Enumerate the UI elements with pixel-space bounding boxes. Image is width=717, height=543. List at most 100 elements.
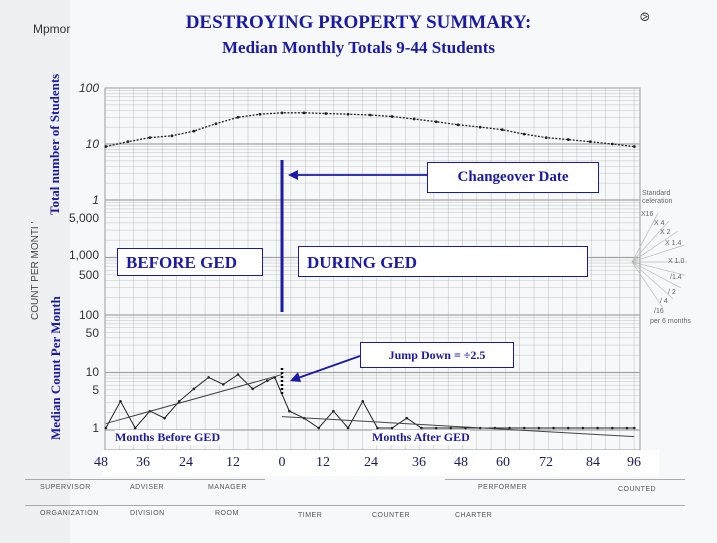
point-total-students <box>346 112 350 116</box>
footer-manager: MANAGER <box>208 484 247 491</box>
chart-title: DESTROYING PROPERTY SUMMARY: <box>185 12 532 33</box>
footer-supervisor: SUPERVISOR <box>40 484 91 491</box>
x-tick-label: 12 <box>226 455 240 470</box>
point-median-count <box>104 426 108 430</box>
point-total-students <box>500 128 504 132</box>
x-tick-label: 72 <box>539 455 553 470</box>
point-median-count <box>405 416 409 420</box>
point-median-count <box>611 426 614 430</box>
point-median-count <box>552 426 555 430</box>
point-total-students <box>324 112 328 115</box>
point-median-count <box>177 399 181 403</box>
point-total-students <box>192 129 196 133</box>
y-tick-label: 100 <box>79 308 99 322</box>
x-tick-label: 48 <box>94 455 108 470</box>
y-tick-label: 10 <box>86 137 100 151</box>
point-total-students <box>126 140 130 144</box>
point-total-students <box>566 138 570 141</box>
footer-organization: ORGANIZATION <box>40 510 99 517</box>
point-total-students <box>104 145 108 148</box>
point-median-count <box>376 426 379 430</box>
point-median-count <box>581 426 585 430</box>
corner-mark: ⧁ <box>640 10 650 24</box>
point-median-count <box>390 426 394 430</box>
point-median-count <box>508 426 511 430</box>
x-axis-band <box>103 450 659 476</box>
point-median-count <box>266 379 269 382</box>
during-ged-box: DURING GED <box>298 246 588 277</box>
jump-down-box: Jump Down = ÷2.5 <box>360 342 514 368</box>
celeration-label: X16 <box>641 211 654 218</box>
point-median-count <box>596 426 599 430</box>
y-axis-label-top: Total number of Students <box>47 73 62 215</box>
point-median-count <box>207 376 210 379</box>
point-median-count <box>566 426 570 430</box>
point-median-count <box>434 426 438 430</box>
point-total-students <box>236 115 240 119</box>
point-total-students <box>456 123 460 127</box>
y-tick-label: 1,000 <box>69 248 99 262</box>
trend-line-after <box>281 416 635 438</box>
point-total-students <box>390 115 394 118</box>
point-median-count <box>537 426 541 430</box>
point-median-count <box>119 399 122 403</box>
point-total-students <box>412 117 416 121</box>
jump-arrow <box>297 355 361 379</box>
months-after-label: Months After GED <box>372 430 470 445</box>
x-tick-label: 24 <box>179 455 193 470</box>
point-median-count <box>221 383 225 386</box>
y-tick-label: 100 <box>79 81 99 95</box>
point-median-count <box>625 426 629 430</box>
point-median-count <box>633 426 636 430</box>
trend-line-before <box>105 374 283 425</box>
chart-subtitle: Median Monthly Totals 9-44 Students <box>222 38 495 57</box>
point-median-count <box>449 426 453 430</box>
point-median-count <box>163 416 166 420</box>
point-median-count <box>192 387 196 391</box>
celeration-ray <box>631 220 670 263</box>
changeover-arrowhead <box>288 170 298 180</box>
celeration-label: X 1.0 <box>668 258 685 265</box>
y-axis-label-bottom: Median Count Per Month <box>48 296 63 440</box>
point-total-students <box>148 136 152 140</box>
x-tick-label: 96 <box>627 455 641 470</box>
x-tick-label: 36 <box>412 455 426 470</box>
point-median-count <box>420 426 423 430</box>
celeration-ray <box>631 261 686 276</box>
changeover-date-box: Changeover Date <box>427 162 599 193</box>
x-tick-label: 60 <box>496 455 510 470</box>
point-median-count <box>346 426 350 430</box>
point-median-count <box>133 426 137 430</box>
series-total-students <box>105 112 635 148</box>
point-total-students <box>434 120 438 124</box>
celeration-ray <box>631 261 681 289</box>
celeration-label: /1.4 <box>670 274 682 281</box>
celeration-label: /16 <box>654 308 664 315</box>
point-total-students <box>170 134 174 138</box>
y-tick-label: 10 <box>86 365 100 379</box>
y-tick-label: 1 <box>92 193 99 207</box>
x-tick-label: 0 <box>278 455 286 470</box>
point-total-students <box>478 125 482 129</box>
point-median-count <box>361 399 365 403</box>
footer-timer: TIMER <box>298 512 323 519</box>
paper-edge <box>0 0 70 543</box>
x-tick-label: 36 <box>136 455 150 470</box>
y-tick-label: 50 <box>86 326 100 340</box>
footer-performer: PERFORMER <box>478 484 528 491</box>
point-median-count <box>236 373 240 376</box>
y-tick-label: 1 <box>92 421 99 435</box>
celeration-ray <box>631 230 678 263</box>
celeration-label: X 2 <box>660 229 671 236</box>
celeration-title: Standard <box>642 190 671 197</box>
footer-room: ROOM <box>215 510 239 517</box>
celeration-label: X 1.4 <box>665 240 682 247</box>
point-median-count <box>332 409 335 413</box>
footer-line <box>25 505 685 506</box>
footer-line <box>25 479 265 480</box>
point-total-students <box>280 111 284 115</box>
corner-text: Mpmor <box>33 22 71 36</box>
celeration-label: X 4 <box>654 220 665 227</box>
footer-charter: CHARTER <box>455 512 493 519</box>
footer-adviser: ADVISER <box>130 484 165 491</box>
